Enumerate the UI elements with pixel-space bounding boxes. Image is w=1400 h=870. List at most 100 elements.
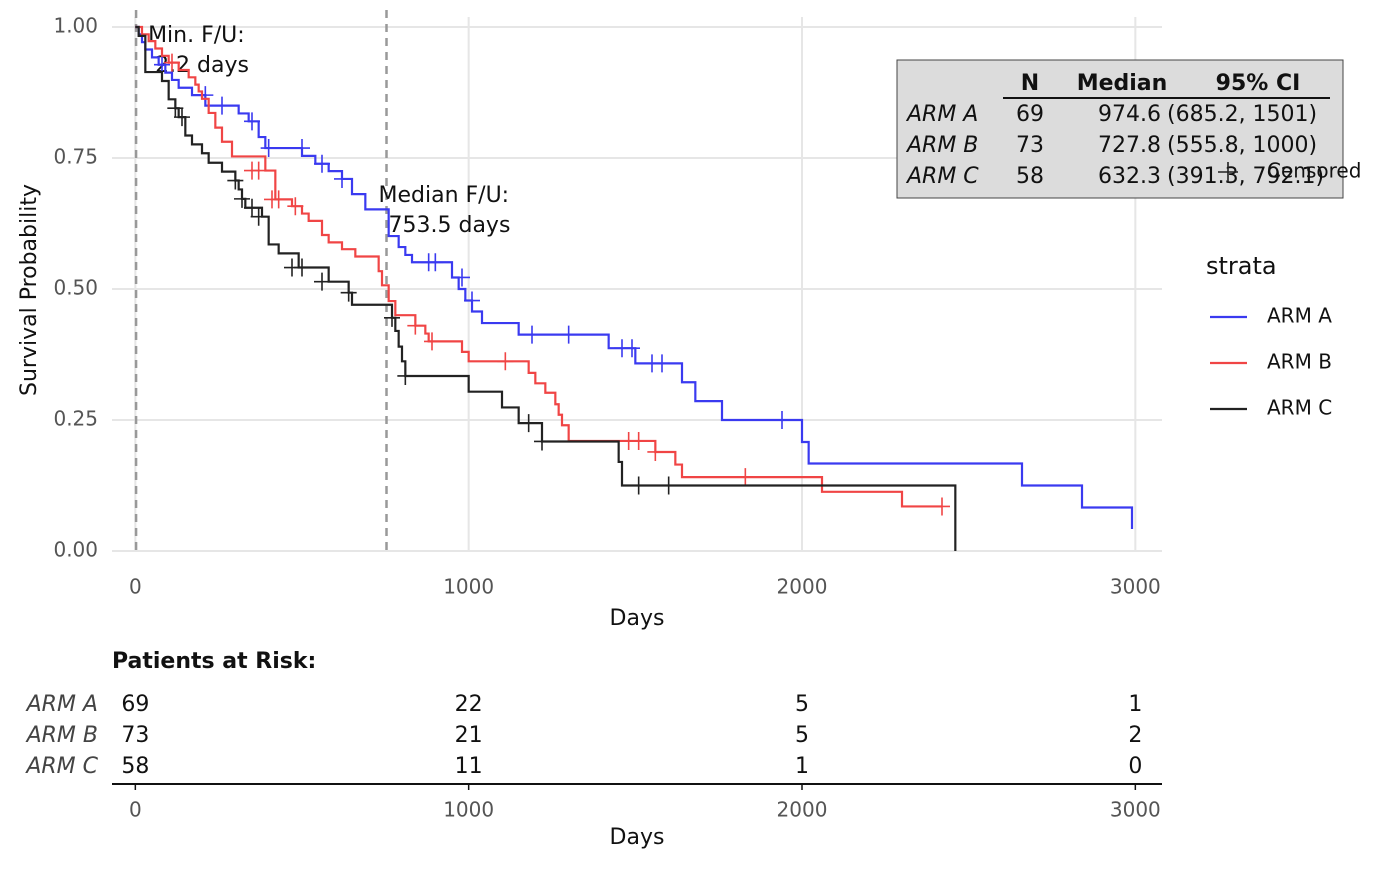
risk-title: Patients at Risk: xyxy=(112,649,316,674)
risk-row-name: ARM C xyxy=(24,754,98,779)
censor-mark xyxy=(397,366,414,385)
annotation: 753.5 days xyxy=(389,213,511,238)
censor-mark xyxy=(630,431,647,450)
risk-row-name: ARM A xyxy=(25,692,98,717)
censor-mark xyxy=(174,108,190,127)
risk-count: 11 xyxy=(455,754,483,779)
censor-mark xyxy=(647,442,664,461)
y-tick-label: 0.00 xyxy=(53,538,98,562)
risk-count: 5 xyxy=(795,723,809,748)
risk-count: 69 xyxy=(121,692,149,717)
x-tick-label: 2000 xyxy=(777,575,828,599)
censor-legend-key xyxy=(1218,162,1238,182)
risk-count: 58 xyxy=(121,754,149,779)
censor-mark xyxy=(270,190,287,209)
legend-title: strata xyxy=(1206,252,1277,280)
table-row-name: ARM B xyxy=(905,133,978,158)
censor-mark xyxy=(227,171,244,190)
censor-mark xyxy=(244,198,260,217)
censor-mark xyxy=(424,332,440,351)
censor-mark xyxy=(654,354,670,373)
summary-table-box xyxy=(896,59,1344,199)
risk-row-name: ARM B xyxy=(25,723,98,748)
censor-mark xyxy=(197,86,214,105)
legend-label: ARM B xyxy=(1267,350,1332,374)
censor-mark xyxy=(497,352,514,371)
censor-mark xyxy=(630,476,647,495)
y-tick-label: 0.50 xyxy=(53,276,98,300)
table-cell: 69 xyxy=(1016,102,1044,127)
censor-mark xyxy=(214,96,230,115)
censor-mark xyxy=(384,308,400,327)
y-tick-label: 0.25 xyxy=(53,407,98,431)
x-axis-label: Days xyxy=(610,606,665,631)
risk-count: 1 xyxy=(1128,692,1142,717)
table-cell: (555.8, 1000) xyxy=(1167,133,1317,158)
censor-mark xyxy=(560,325,577,344)
risk-count: 5 xyxy=(795,692,809,717)
table-header: 95% CI xyxy=(1216,71,1301,96)
censor-mark xyxy=(464,291,480,310)
table-cell: 73 xyxy=(1016,133,1044,158)
censor-legend-label: Censored xyxy=(1267,159,1361,183)
censor-mark xyxy=(340,283,357,302)
censor-mark xyxy=(234,189,250,208)
censor-mark xyxy=(154,55,170,74)
censor-mark xyxy=(534,432,550,451)
censor-mark xyxy=(250,207,267,226)
risk-x-label: Days xyxy=(610,825,665,850)
risk-count: 0 xyxy=(1128,754,1142,779)
y-tick-label: 0.75 xyxy=(53,145,98,169)
x-tick-label: 0 xyxy=(129,575,142,599)
censor-mark xyxy=(314,154,330,173)
table-row-name: ARM C xyxy=(905,164,979,189)
risk-tick-label: 1000 xyxy=(443,798,494,822)
survival-curve xyxy=(135,25,942,508)
table-cell: 632.3 xyxy=(1098,164,1161,189)
risk-count: 22 xyxy=(455,692,483,717)
risk-count: 2 xyxy=(1128,723,1142,748)
table-cell: 727.8 xyxy=(1098,133,1161,158)
risk-tick-label: 2000 xyxy=(777,798,828,822)
censor-mark xyxy=(294,139,310,158)
censor-mark xyxy=(167,99,184,118)
table-cell: (685.2, 1501) xyxy=(1167,102,1317,127)
censor-mark xyxy=(294,258,310,277)
censor-mark xyxy=(407,316,424,335)
table-row-name: ARM A xyxy=(905,102,978,127)
annotation: 2.2 days xyxy=(155,53,249,78)
risk-count: 73 xyxy=(121,723,149,748)
censor-mark xyxy=(287,197,304,216)
censor-mark xyxy=(260,139,277,158)
censor-mark xyxy=(244,112,260,131)
censor-mark xyxy=(774,411,790,429)
censor-mark xyxy=(524,325,540,344)
censor-mark xyxy=(624,339,640,358)
y-tick-label: 1.00 xyxy=(53,14,98,38)
survival-curve xyxy=(135,25,1134,529)
risk-tick-label: 3000 xyxy=(1110,798,1161,822)
legend-label: ARM C xyxy=(1267,396,1332,420)
x-tick-label: 3000 xyxy=(1110,575,1161,599)
censor-mark xyxy=(427,253,444,272)
censor-mark xyxy=(314,272,330,291)
risk-count: 1 xyxy=(795,754,809,779)
annotation: Min. F/U: xyxy=(148,23,245,48)
table-cell: (391.3, 792.1) xyxy=(1167,164,1324,189)
legend-label: ARM A xyxy=(1267,304,1332,328)
annotation: Median F/U: xyxy=(379,183,510,208)
y-axis-label: Survival Probability xyxy=(17,184,42,396)
risk-count: 21 xyxy=(455,723,483,748)
risk-tick-label: 0 xyxy=(129,798,142,822)
censor-mark xyxy=(454,268,470,287)
censor-mark xyxy=(660,476,677,495)
censor-mark xyxy=(737,468,754,487)
table-header: N xyxy=(1021,71,1039,96)
censor-mark xyxy=(334,169,350,188)
x-tick-label: 1000 xyxy=(443,575,494,599)
censor-mark xyxy=(250,161,267,180)
censor-mark xyxy=(164,53,180,72)
table-cell: 58 xyxy=(1016,164,1044,189)
censor-mark xyxy=(520,414,537,433)
